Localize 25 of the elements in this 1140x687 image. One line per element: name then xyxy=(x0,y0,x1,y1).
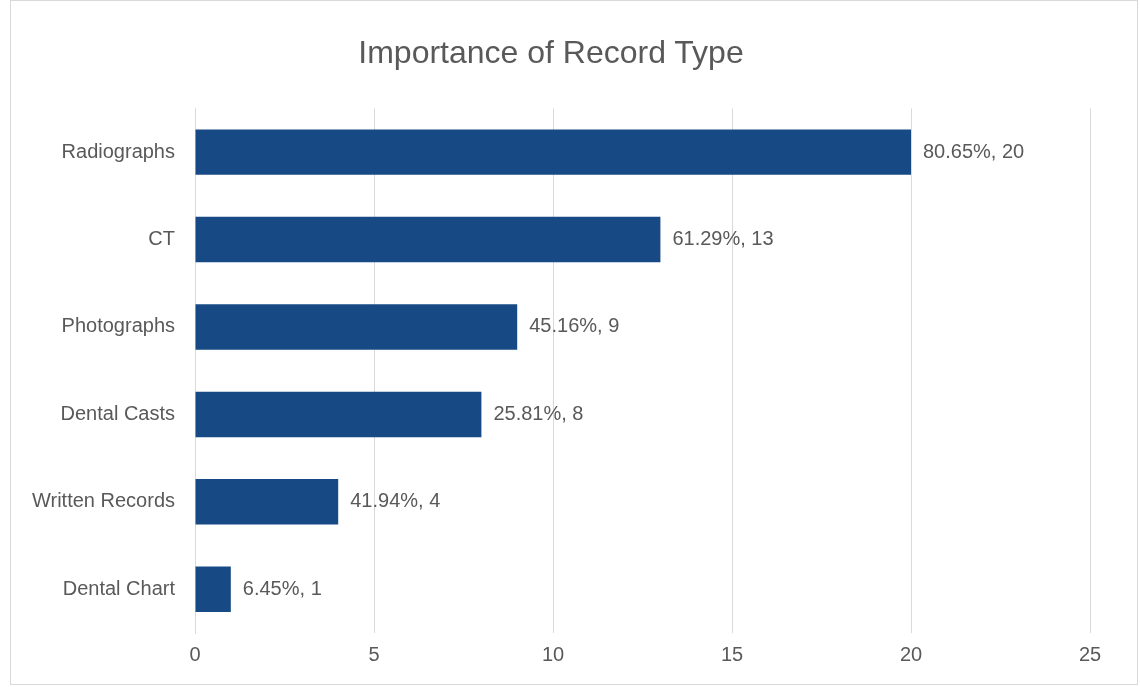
x-tick-label: 5 xyxy=(368,642,380,665)
data-label: 25.81%, 8 xyxy=(493,401,584,424)
bar xyxy=(195,391,482,438)
data-label: 41.94%, 4 xyxy=(350,489,441,512)
data-label: 61.29%, 13 xyxy=(672,227,774,250)
x-tick-label: 15 xyxy=(720,642,744,665)
bar xyxy=(195,479,339,525)
x-tick-label: 20 xyxy=(899,642,923,665)
bar xyxy=(195,129,911,175)
y-tick-label: Radiographs xyxy=(61,139,176,162)
chart-title: Importance of Record Type xyxy=(358,34,744,71)
x-tick-label: 10 xyxy=(541,642,565,665)
x-tick-label: 0 xyxy=(189,642,201,665)
data-label: 45.16%, 9 xyxy=(529,314,620,337)
data-label: 6.45%, 1 xyxy=(242,576,322,599)
y-tick-label: CT xyxy=(148,227,176,250)
data-label: 80.65%, 20 xyxy=(923,139,1025,162)
y-tick-label: Photographs xyxy=(61,314,176,337)
y-tick-label: Dental Casts xyxy=(60,401,176,424)
x-tick-label: 25 xyxy=(1078,642,1102,665)
bar xyxy=(195,566,231,613)
bar xyxy=(195,304,518,350)
y-tick-label: Dental Chart xyxy=(62,576,176,599)
y-tick-label: Written Records xyxy=(31,489,176,512)
bar xyxy=(195,216,661,263)
